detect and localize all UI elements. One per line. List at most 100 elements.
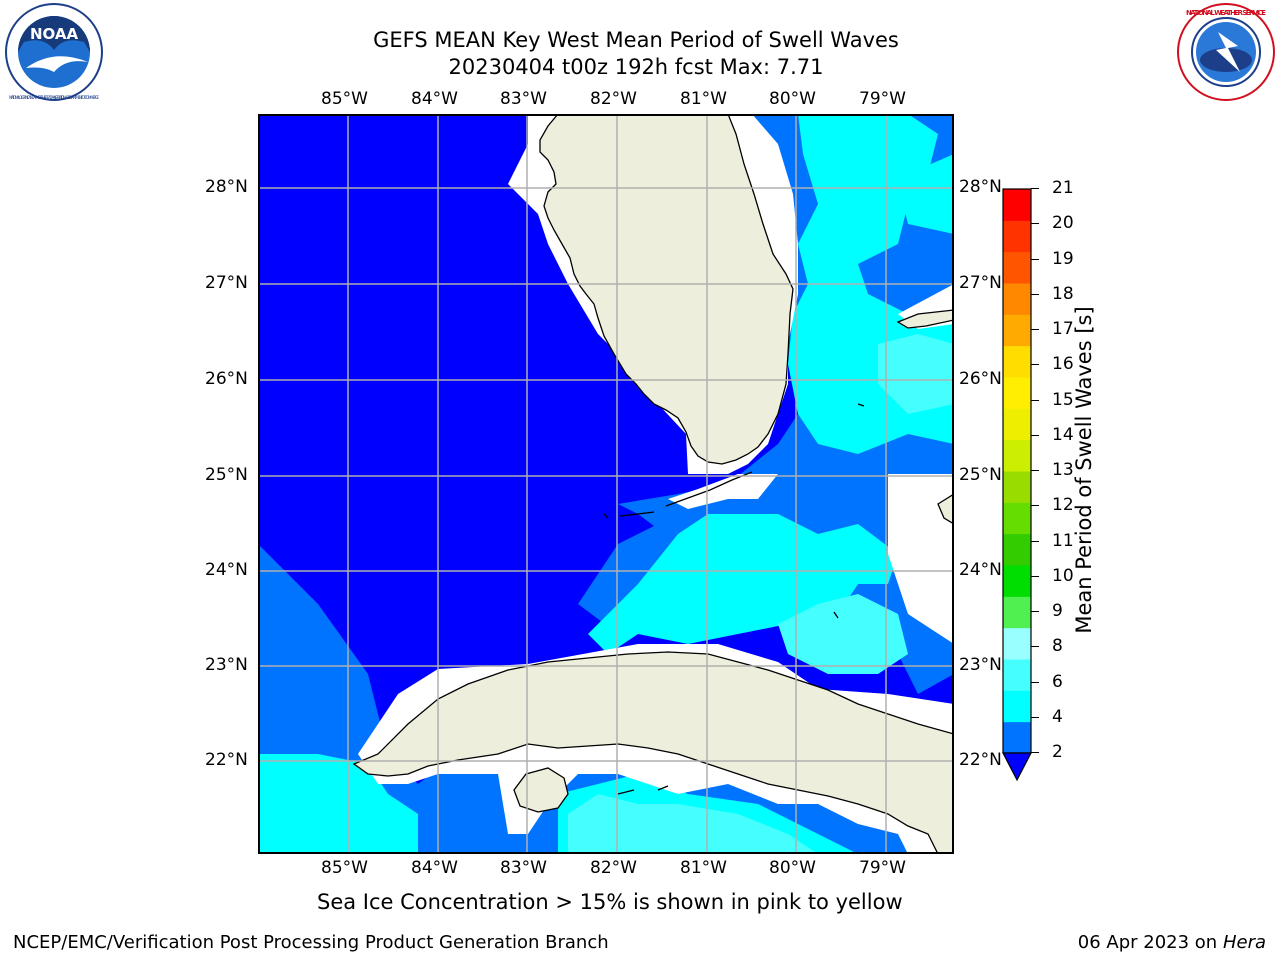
colorbar-band xyxy=(1003,189,1031,221)
chart-title: GEFS MEAN Key West Mean Period of Swell … xyxy=(373,28,899,52)
colorbar-tick-label: 18 xyxy=(1052,283,1074,304)
land-bahamas-gbi xyxy=(896,309,954,329)
colorbar-tick-mark xyxy=(1031,434,1039,436)
colorbar-tick-mark xyxy=(1031,188,1039,189)
colorbar-tick-label: 16 xyxy=(1052,354,1074,375)
colorbar-band xyxy=(1003,345,1031,378)
lon-label-bottom: 81°W xyxy=(680,858,727,878)
colorbar-band xyxy=(1003,314,1031,347)
lon-label-bottom: 82°W xyxy=(590,858,637,878)
colorbar-tick-mark xyxy=(1031,505,1039,507)
colorbar-band xyxy=(1003,471,1031,503)
lat-label-right: 25°N xyxy=(959,465,1002,485)
lon-label-top: 81°W xyxy=(680,89,727,109)
colorbar-tick-label: 13 xyxy=(1052,460,1074,480)
swell-4-6-ne xyxy=(903,154,954,234)
nws-ring-text: NATIONAL WEATHER SERVICE xyxy=(1186,9,1266,17)
lon-label-top: 82°W xyxy=(590,89,637,109)
colorbar-label: Mean Period of Swell Waves [s] xyxy=(1072,306,1096,634)
swell-6-8-b xyxy=(568,794,818,854)
colorbar-tick-mark xyxy=(1031,293,1039,295)
lon-label-bottom: 83°W xyxy=(500,858,547,878)
colorbar-tick-label: 8 xyxy=(1052,636,1063,657)
land-cuba xyxy=(352,651,954,854)
colorbar-tick-label: 14 xyxy=(1052,424,1074,445)
colorbar-band xyxy=(1003,408,1031,441)
swell-4-6-center xyxy=(588,514,898,654)
colorbar-band xyxy=(1003,283,1031,315)
land-florida xyxy=(539,114,794,465)
colorbar-band xyxy=(1003,690,1031,723)
colorbar-tick-label: 19 xyxy=(1052,248,1074,269)
lon-label-bottom: 79°W xyxy=(859,858,906,878)
colorbar-tick-label: 12 xyxy=(1052,495,1074,516)
footer-credit: NCEP/EMC/Verification Post Processing Pr… xyxy=(13,932,609,953)
colorbar-band xyxy=(1003,502,1031,535)
colorbar-band xyxy=(1003,377,1031,409)
lat-label-right: 26°N xyxy=(959,369,1002,389)
lon-label-bottom: 85°W xyxy=(321,858,368,878)
colorbar-tick-mark xyxy=(1031,681,1039,683)
colorbar-tick-mark xyxy=(1031,540,1039,542)
colorbar-tick-label: 4 xyxy=(1052,706,1063,727)
colorbar-tick-label: 15 xyxy=(1052,389,1074,410)
colorbar-tick-mark xyxy=(1031,223,1039,225)
colorbar-bands xyxy=(1003,189,1031,754)
swell-6-8-a xyxy=(778,594,908,674)
lat-label-right: 23°N xyxy=(959,655,1002,675)
colorbar-band xyxy=(1003,721,1031,754)
footer-machine: Hera xyxy=(1222,932,1266,953)
colorbar-band xyxy=(1003,659,1031,691)
chart-subtitle: 20230404 t00z 192h fcst Max: 7.71 xyxy=(448,55,824,79)
lon-label-top: 79°W xyxy=(859,89,906,109)
map-panel xyxy=(258,114,954,854)
lat-label-right: 28°N xyxy=(959,177,1002,197)
colorbar-tick-mark xyxy=(1031,258,1039,260)
lat-label-right: 27°N xyxy=(959,273,1002,293)
lat-label-left: 22°N xyxy=(205,750,248,770)
lon-label-top: 80°W xyxy=(769,89,816,109)
colorbar-tick-label: 17 xyxy=(1052,319,1074,339)
colorbar-band xyxy=(1003,251,1031,284)
colorbar-tick-label: 2 xyxy=(1052,742,1063,762)
colorbar-tick-mark xyxy=(1031,716,1039,718)
lat-label-left: 26°N xyxy=(205,369,248,389)
land-keys xyxy=(619,471,753,517)
colorbar-tick-label: 11 xyxy=(1052,530,1074,551)
lon-label-top: 85°W xyxy=(321,89,368,109)
colorbar-band xyxy=(1003,565,1031,597)
graticule xyxy=(258,114,954,854)
nws-logo-icon: NATIONAL WEATHER SERVICE xyxy=(1176,2,1276,102)
land-small-islands xyxy=(603,403,865,795)
colorbar-band xyxy=(1003,627,1031,660)
lat-label-left: 23°N xyxy=(205,655,248,675)
lat-label-left: 25°N xyxy=(205,465,248,485)
noaa-ring-text: NATIONAL OCEANIC AND ATMOSPHERIC ADMINIS… xyxy=(9,95,99,100)
lon-label-top: 83°W xyxy=(500,89,547,109)
mask-keys xyxy=(668,474,778,509)
colorbar-band xyxy=(1003,220,1031,253)
mask-bahamas xyxy=(888,474,954,644)
colorbar-tick-label: 9 xyxy=(1052,601,1063,621)
footer-date: 06 Apr 2023 on Hera xyxy=(1078,932,1266,953)
colorbar-tick-mark xyxy=(1031,646,1039,648)
map-frame xyxy=(258,114,954,854)
land-bahamas-andros xyxy=(937,493,954,525)
colorbar-tick-label: 20 xyxy=(1052,213,1074,234)
noaa-logo-text: NOAA xyxy=(30,25,79,43)
lat-label-right: 22°N xyxy=(959,750,1002,770)
sea-ice-note: Sea Ice Concentration > 15% is shown in … xyxy=(317,890,903,914)
colorbar-band xyxy=(1003,439,1031,472)
colorbar-tick-mark xyxy=(1031,329,1039,330)
colorbar-tick-mark xyxy=(1031,470,1039,471)
colorbar-tick-mark xyxy=(1031,752,1039,753)
colorbar-band xyxy=(1003,533,1031,566)
colorbar-tick-mark xyxy=(1031,364,1039,366)
colorbar-tick-label: 10 xyxy=(1052,565,1074,586)
colorbar-tick-mark xyxy=(1031,399,1039,401)
colorbar-band xyxy=(1003,596,1031,629)
lat-label-left: 24°N xyxy=(205,560,248,580)
noaa-logo-icon: NOAA NATIONAL OCEANIC AND ATMOSPHERIC AD… xyxy=(4,2,104,102)
colorbar-tick-mark xyxy=(1031,575,1039,577)
colorbar-tick-label: 6 xyxy=(1052,671,1063,692)
